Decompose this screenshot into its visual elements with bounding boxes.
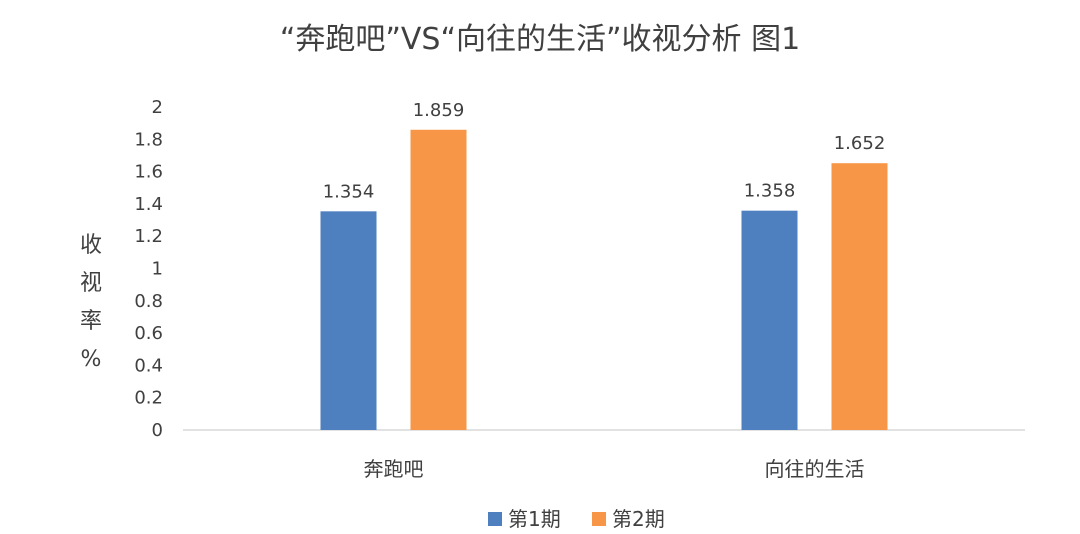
y-axis-label: 收视率%: [80, 233, 102, 372]
y-tick-label: 1.6: [134, 162, 163, 183]
legend-label: 第1期: [508, 507, 561, 531]
y-tick-label: 1: [152, 259, 163, 280]
category-labels: 奔跑吧 向往的生活: [364, 457, 865, 481]
y-tick-label: 0.8: [134, 291, 163, 312]
bars: [320, 129, 888, 431]
bar: [831, 163, 888, 430]
category-label: 奔跑吧: [364, 457, 424, 481]
legend-swatch: [488, 512, 502, 526]
legend-swatch: [592, 512, 606, 526]
y-tick-label: 0.4: [134, 355, 163, 376]
y-tick-label: 1.4: [134, 194, 163, 215]
data-label: 1.354: [323, 181, 375, 202]
data-labels: 1.354 1.358 1.859 1.652: [323, 100, 886, 203]
legend-label: 第2期: [612, 507, 665, 531]
y-tick-label: 1.2: [134, 226, 163, 247]
data-label: 1.859: [413, 100, 465, 121]
data-label: 1.358: [744, 181, 796, 202]
bar: [320, 211, 377, 430]
bar: [410, 129, 467, 431]
bar: [741, 210, 798, 430]
y-tick-label: 0: [152, 420, 163, 441]
y-tick-label: 2: [152, 97, 163, 118]
y-axis-label-text: 收视率%: [80, 233, 102, 372]
chart-title: “奔跑吧”VS“向往的生活”收视分析 图1: [279, 22, 801, 57]
y-tick-label: 0.6: [134, 323, 163, 344]
category-label: 向往的生活: [765, 457, 865, 481]
y-tick-label: 1.8: [134, 129, 163, 150]
y-tick-label: 0.2: [134, 388, 163, 409]
data-label: 1.652: [834, 133, 886, 154]
legend: 第1期 第2期: [488, 507, 665, 531]
y-axis-ticks: 0 0.2 0.4 0.6 0.8 1 1.2 1.4 1.6 1.8 2: [134, 97, 163, 441]
